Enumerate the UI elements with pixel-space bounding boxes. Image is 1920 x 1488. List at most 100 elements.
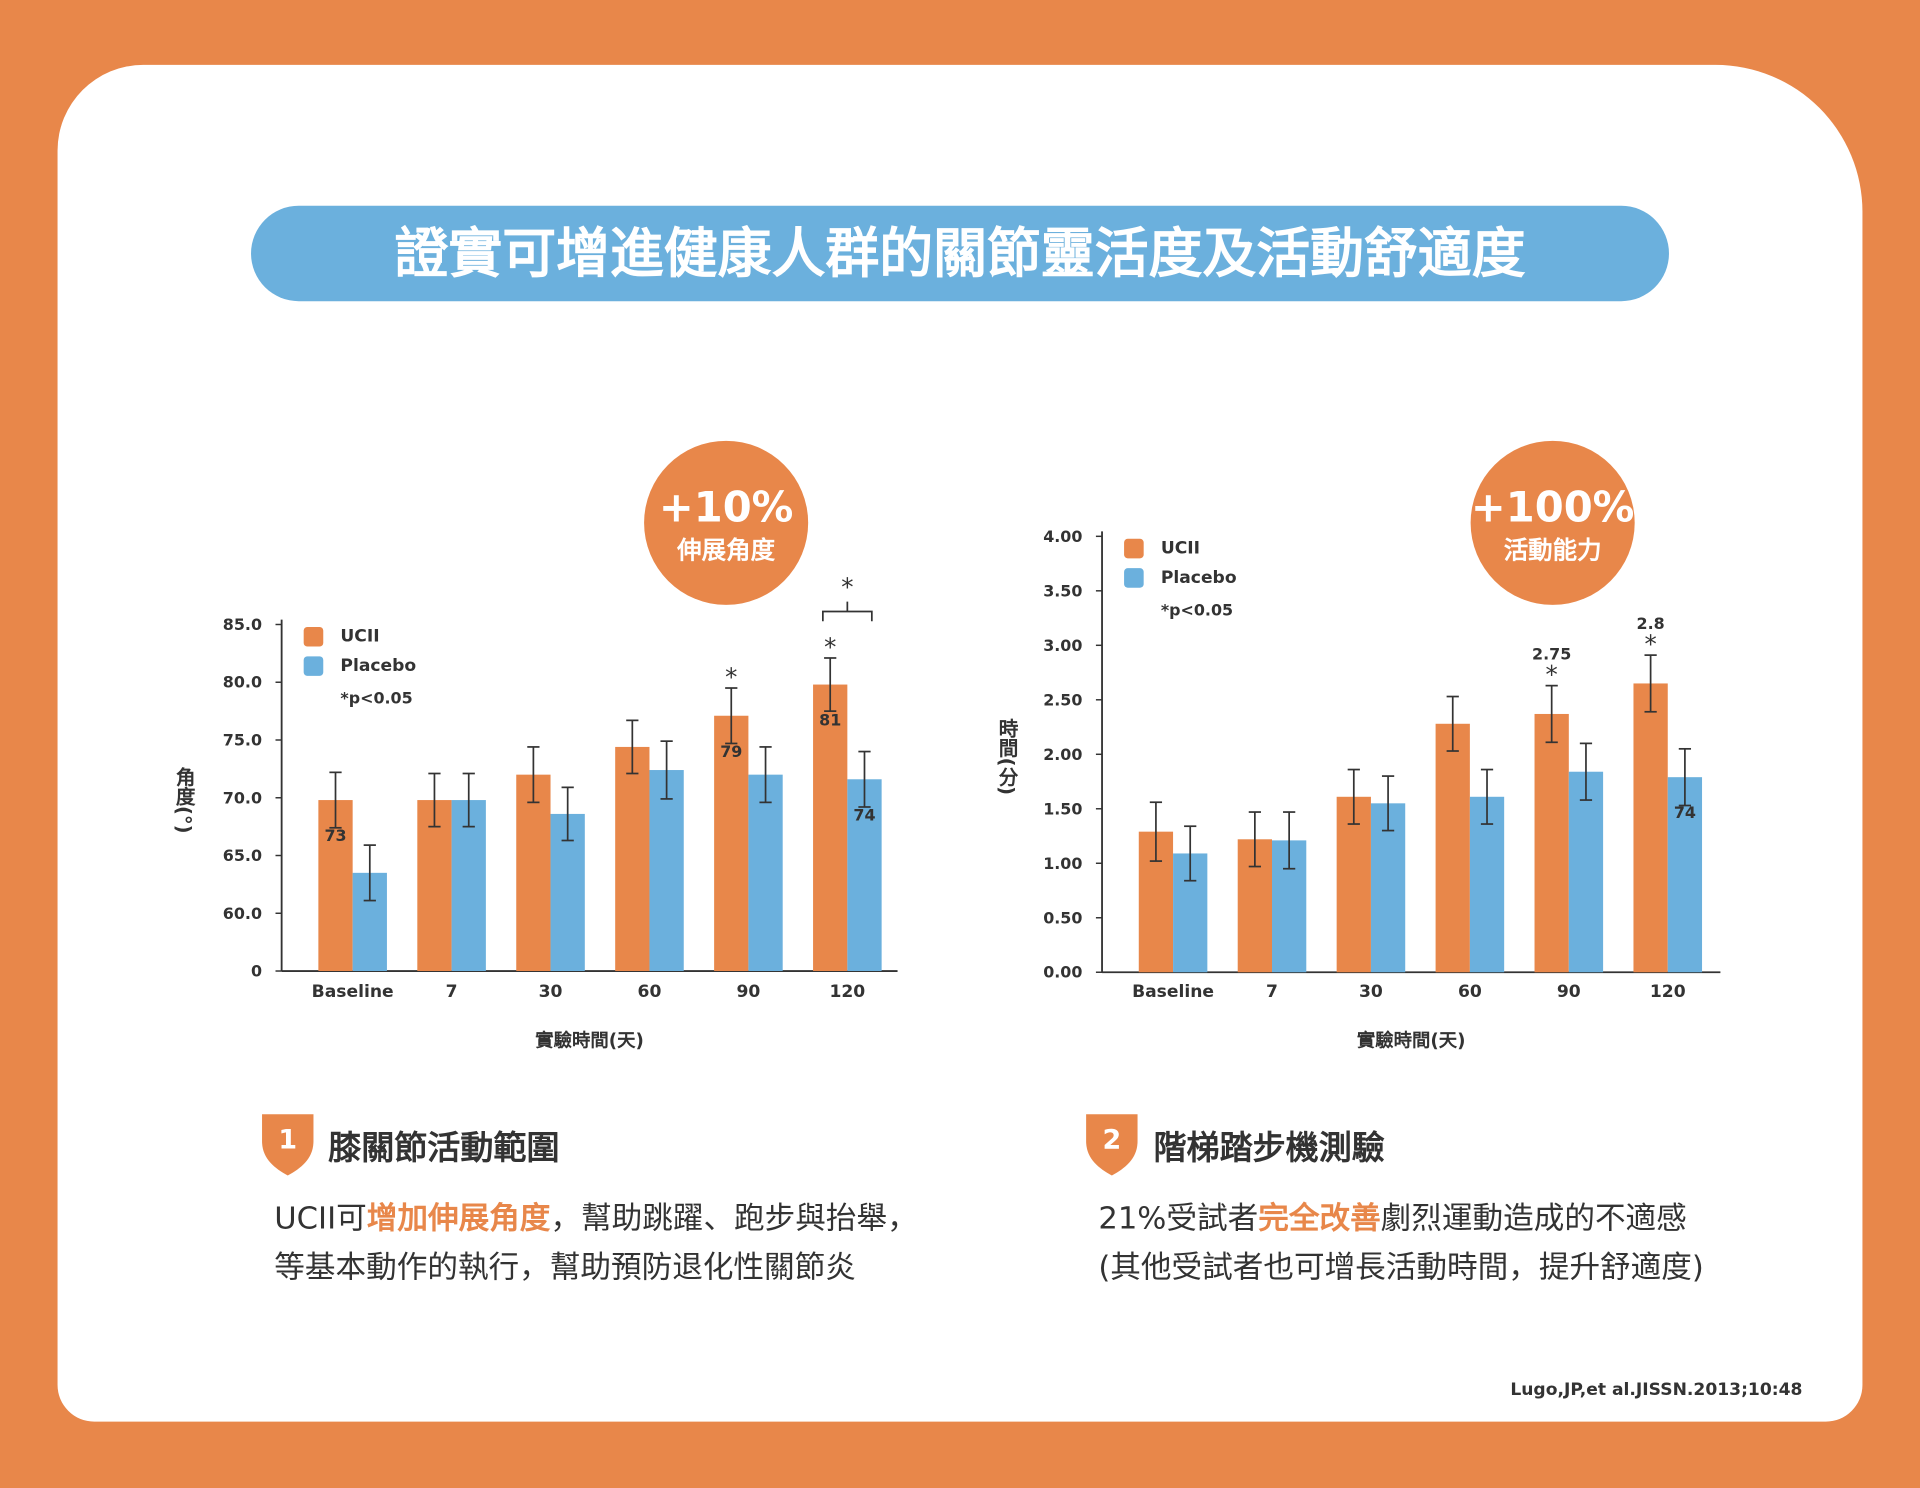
error-bar xyxy=(1283,811,1296,870)
bar-annotation: 73 xyxy=(324,826,346,845)
body-text: 等基本動作的執行，幫助預防退化性關節炎 xyxy=(274,1250,856,1285)
error-bar xyxy=(329,771,342,829)
x-tick-label: 7 xyxy=(1266,982,1278,1002)
y-axis-title: 時間(分) xyxy=(995,718,1018,795)
badge-title: +10% xyxy=(659,482,794,531)
error-bar xyxy=(824,657,837,712)
section-heading: 膝關節活動範圍 xyxy=(328,1128,559,1167)
bar xyxy=(1568,771,1604,973)
y-tick-label: 70.0 xyxy=(223,788,262,807)
section-body-line: (其他受試者也可增長活動時間，提升舒適度) xyxy=(1098,1250,1703,1285)
y-tick-label: 4.00 xyxy=(1043,527,1082,546)
bar xyxy=(1667,777,1703,973)
badge-title: +100% xyxy=(1471,482,1634,531)
bar xyxy=(516,774,551,972)
error-bar xyxy=(462,772,475,828)
section-body-line: 等基本動作的執行，幫助預防退化性關節炎 xyxy=(274,1250,856,1285)
error-bar xyxy=(363,844,376,902)
error-bar xyxy=(428,772,441,828)
bar xyxy=(1336,796,1371,973)
y-tick-label: 75.0 xyxy=(223,731,262,750)
bar-annotation: 74 xyxy=(1674,803,1696,822)
citation: Lugo,JP,et al.JISSN.2013;10:48 xyxy=(1510,1380,1802,1400)
y-tick-label: 0 xyxy=(251,962,262,981)
y-tick-label: 65.0 xyxy=(223,846,262,865)
highlight-text: 完全改善 xyxy=(1258,1200,1380,1236)
bar-annotation: * xyxy=(824,632,836,661)
section-number: 1 xyxy=(278,1125,297,1156)
x-tick-label: 90 xyxy=(1557,982,1581,1002)
section-heading: 階梯踏步機測驗 xyxy=(1153,1128,1384,1167)
badge xyxy=(1470,440,1635,605)
error-bar xyxy=(725,687,738,745)
x-axis-title: 實驗時間(天) xyxy=(1357,1029,1466,1051)
y-axis-title: 角度(°) xyxy=(172,766,195,834)
y-tick-label: 3.00 xyxy=(1043,636,1082,655)
legend-label: UCII xyxy=(1161,539,1200,559)
bar xyxy=(1370,803,1406,973)
error-bar xyxy=(1347,768,1360,825)
bar xyxy=(1469,796,1505,973)
error-bar xyxy=(660,740,673,800)
x-tick-label: Baseline xyxy=(312,982,394,1002)
legend-label: Placebo xyxy=(340,656,416,676)
legend-note: *p<0.05 xyxy=(340,688,412,707)
bar xyxy=(417,800,452,972)
x-tick-label: 90 xyxy=(736,982,760,1002)
y-tick-label: 1.00 xyxy=(1043,854,1082,873)
error-bar xyxy=(1480,768,1494,825)
bracket-annotation: * xyxy=(841,572,853,601)
card xyxy=(57,64,1863,1422)
error-bar xyxy=(759,746,772,804)
bar xyxy=(649,770,684,972)
bar xyxy=(748,774,783,972)
bar-annotation: * xyxy=(1644,630,1656,659)
body-text: UCII可 xyxy=(274,1201,366,1236)
bar-annotation: 2.75 xyxy=(1532,644,1571,663)
shield-icon xyxy=(262,1114,314,1176)
legend-swatch xyxy=(1124,538,1144,559)
bar-annotation: * xyxy=(725,663,737,692)
body-text: 21%受試者 xyxy=(1098,1201,1258,1236)
legend-swatch xyxy=(303,656,324,676)
y-tick-label: 3.50 xyxy=(1043,581,1082,600)
y-tick-label: 80.0 xyxy=(223,673,262,692)
y-tick-label: 1.50 xyxy=(1043,799,1082,818)
legend-swatch xyxy=(303,626,324,647)
x-tick-label: 120 xyxy=(1650,982,1686,1002)
error-bar xyxy=(626,719,639,775)
section-body-line: 21%受試者完全改善劇烈運動造成的不適感 xyxy=(1098,1200,1686,1236)
y-tick-label: 60.0 xyxy=(223,904,262,923)
x-axis-title: 實驗時間(天) xyxy=(535,1029,644,1051)
bar xyxy=(847,779,882,972)
y-tick-label: 2.50 xyxy=(1043,690,1082,709)
highlight-text: 增加伸展角度 xyxy=(367,1201,551,1236)
significance-bracket xyxy=(822,601,873,622)
badge-subtitle: 伸展角度 xyxy=(676,535,775,564)
body-text: (其他受試者也可增長活動時間，提升舒適度) xyxy=(1098,1250,1703,1285)
y-tick-label: 85.0 xyxy=(223,615,262,634)
badge xyxy=(644,440,809,605)
section-number: 2 xyxy=(1102,1125,1121,1156)
bar xyxy=(451,800,486,972)
legend-note: *p<0.05 xyxy=(1161,600,1233,619)
error-bar xyxy=(1579,742,1593,801)
bar-annotation: 74 xyxy=(853,805,875,824)
error-bar xyxy=(858,750,871,808)
bar xyxy=(1435,723,1470,973)
x-tick-label: 30 xyxy=(1359,982,1383,1002)
legend-swatch xyxy=(1124,568,1144,588)
error-bar xyxy=(1381,775,1395,832)
y-tick-label: 0.50 xyxy=(1043,908,1082,927)
shield-icon xyxy=(1086,1114,1138,1176)
bar-annotation: 79 xyxy=(720,742,742,761)
body-text: 劇烈運動造成的不適感 xyxy=(1381,1201,1687,1236)
y-tick-label: 2.00 xyxy=(1043,745,1082,764)
bar xyxy=(1633,683,1668,973)
error-bar xyxy=(1446,695,1459,752)
bar xyxy=(813,684,848,972)
bar-annotation: 81 xyxy=(819,711,841,730)
error-bar xyxy=(1248,811,1261,868)
